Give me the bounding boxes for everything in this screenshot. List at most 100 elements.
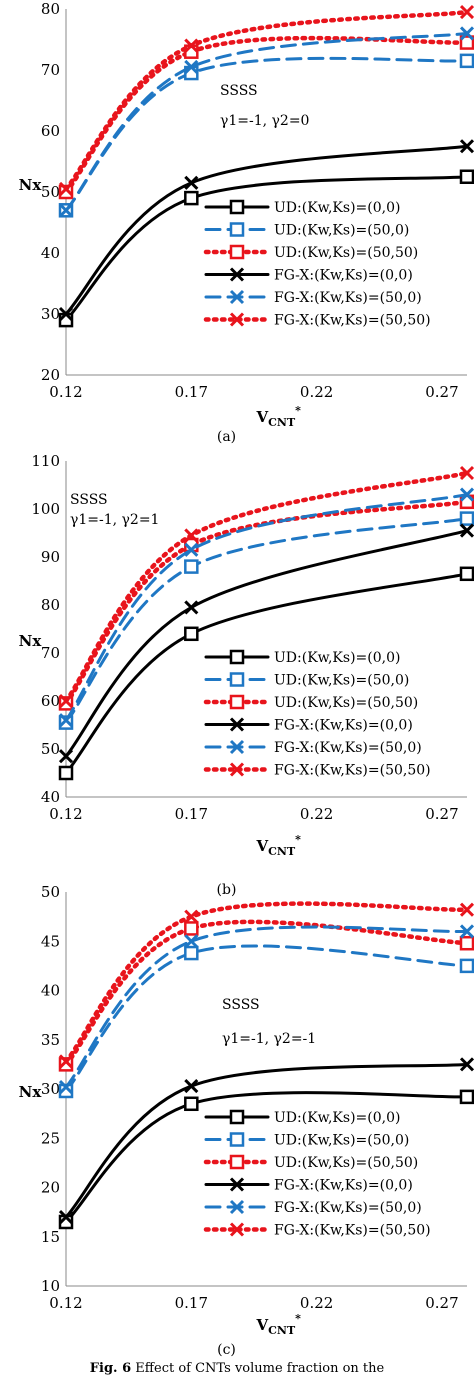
x-tick-label: 0.22 [300,383,333,401]
x-axis-label-main: V [256,408,269,426]
figure-caption-label: Fig. 6 [90,1361,131,1376]
x-tick-label: 0.17 [175,383,208,401]
x-tick-label: 0.27 [425,1294,458,1312]
legend-entry: UD:(Kw,Ks)=(50,50) [203,244,418,261]
square-marker [459,511,474,526]
x-axis-label-sup: * [295,1312,301,1325]
y-axis-label: Nx [19,1083,43,1101]
x-tick-label: 0.27 [425,383,458,401]
x-axis-label: VCNT* [256,404,302,429]
legend-x-marker [229,1199,245,1215]
y-tick-label: 40 [41,244,60,262]
square-marker [184,945,199,961]
y-tick-label: 50 [41,883,60,901]
chart-panel-a: 20 30 40 50 60 70 80 0.12 0.17 0.22 0.27 Nx VCNT* (a)… [19,0,474,445]
x-marker [184,600,199,615]
series-2 [58,53,474,218]
legend-entry: UD:(Kw,Ks)=(0,0) [204,1109,400,1126]
legend-square-marker [229,199,245,215]
legend-label: FG-X:(Kw,Ks)=(0,0) [274,1178,413,1194]
y-tick-label: 45 [41,932,60,950]
y-tick-label: 70 [41,644,60,662]
x-marker [459,139,474,154]
x-marker [58,713,74,728]
legend-label: FG-X:(Kw,Ks)=(50,50) [274,313,431,329]
square-marker [184,1096,199,1112]
figure-caption: Fig. 6 Effect of CNTs volume fraction on… [90,1361,385,1376]
y-axis-label: Nx [19,176,43,194]
square-marker [459,1089,474,1105]
x-marker [459,924,474,939]
boundary-condition-label: SSSS [70,492,108,508]
legend-x-marker [229,1222,245,1237]
x-axis-label-main: V [256,837,269,855]
y-axis-label: Nx [19,632,43,650]
legend-label: UD:(Kw,Ks)=(50,50) [274,245,418,261]
square-marker [184,559,199,574]
square-marker [459,169,474,184]
square-marker [184,626,199,642]
series-6 [58,901,474,1069]
x-tick-label: 0.22 [300,805,333,823]
square-marker [459,35,474,50]
x-tick-label: 0.22 [300,1294,333,1312]
x-marker [459,902,474,917]
x-tick-label: 0.12 [49,1294,82,1312]
panel-caption: (c) [217,1342,236,1358]
gamma-parameters-label: γ1=-1, γ2=-1 [222,1031,316,1047]
series-3 [58,919,474,1072]
legend-x-marker [229,267,245,282]
x-axis-label: VCNT* [256,1312,302,1337]
y-tick-label: 20 [41,1179,60,1197]
series-2 [58,944,474,1099]
legend-square-marker [229,222,245,237]
y-tick-label: 60 [41,122,60,140]
series-6 [58,465,474,709]
y-tick-label: 10 [41,1277,60,1295]
y-tick-label: 70 [41,61,60,79]
legend-label: UD:(Kw,Ks)=(0,0) [274,1110,400,1126]
legend-entry: UD:(Kw,Ks)=(50,50) [203,694,418,711]
x-marker [184,59,199,75]
legend-label: UD:(Kw,Ks)=(50,0) [274,673,409,689]
chart-panel-c: 10 15 20 25 30 35 40 45 50 0.12 0.17 0.22 0.27 Nx VCNT… [19,883,474,1358]
x-axis-label-sub: CNT [268,845,296,858]
series-4 [58,1057,474,1225]
x-axis-label-sup: * [295,833,301,846]
series-line [64,1062,469,1219]
y-tick-label: 50 [41,183,60,201]
x-marker [58,1054,74,1069]
y-tick-label: 40 [41,788,60,806]
gamma-parameters-label: γ1=-1, γ2=1 [70,512,159,528]
legend-square-marker [229,1109,245,1125]
series-5 [58,26,474,218]
series-line [64,493,469,722]
square-marker [58,765,74,781]
series-line [64,144,469,316]
x-marker [459,487,474,502]
legend-entry: FG-X:(Kw,Ks)=(50,0) [204,1199,422,1216]
legend-entry: FG-X:(Kw,Ks)=(50,0) [204,289,422,306]
x-marker [184,934,199,949]
y-tick-label: 60 [41,692,60,710]
series-5 [58,487,474,728]
legend-entry: UD:(Kw,Ks)=(50,0) [204,1132,409,1149]
legend-label: UD:(Kw,Ks)=(50,50) [274,695,418,711]
x-marker [184,38,199,53]
legend-entry: FG-X:(Kw,Ks)=(0,0) [204,717,413,734]
series-1 [58,566,474,781]
series-line [64,31,469,212]
series-line [63,919,470,1067]
x-tick-label: 0.27 [425,805,458,823]
series-line [64,517,469,725]
y-tick-label: 110 [31,452,60,470]
legend-x-marker [229,762,245,777]
x-marker [184,175,199,190]
boundary-condition-label: SSSS [222,997,260,1013]
x-marker [58,181,74,197]
y-tick-label: 25 [41,1129,60,1147]
legend-label: UD:(Kw,Ks)=(50,0) [274,223,409,239]
x-marker [459,523,474,538]
square-marker [184,921,199,936]
